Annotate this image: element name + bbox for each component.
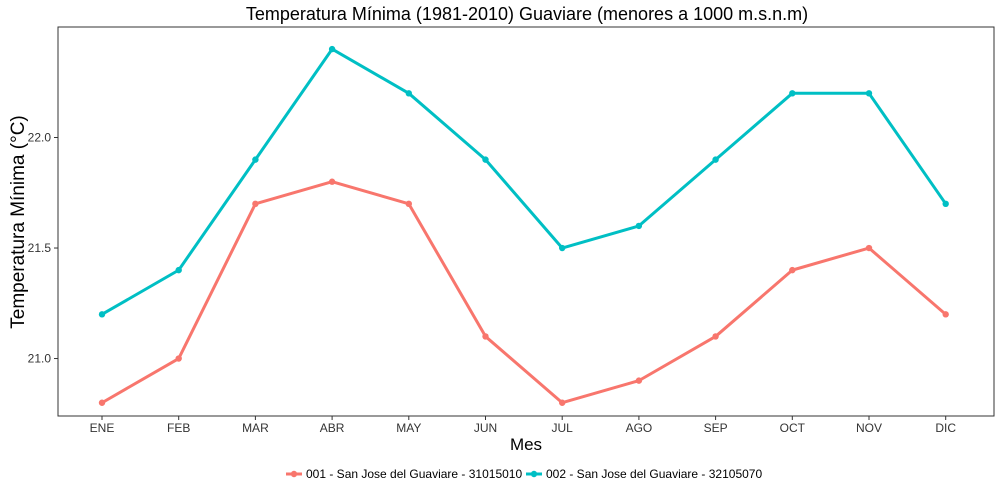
legend-label: 002 - San Jose del Guaviare - 32105070 [546,467,762,481]
data-point [865,244,873,252]
chart-title: Temperatura Mínima (1981-2010) Guaviare … [246,4,808,24]
data-point [482,333,489,340]
y-axis-title: Temperatura Mínima (°C) [8,115,29,328]
data-point [328,178,336,185]
data-point [405,200,412,208]
data-point [482,156,489,163]
legend-key-point [290,470,298,478]
legend-key-point [530,470,538,478]
x-tick-label: FEB [167,421,190,435]
data-point [98,399,106,406]
x-tick-label: SEP [704,421,728,435]
y-tick-label: 21.0 [28,352,52,366]
y-tick-label: 22.0 [28,131,52,145]
data-point [405,90,412,97]
y-axis: 21.0 21.5 22.0 [28,131,58,366]
data-point [559,399,566,406]
data-point [559,244,566,252]
data-point [865,90,873,97]
data-point [712,333,719,340]
data-point [98,311,106,318]
data-point [175,266,182,274]
x-tick-label: NOV [856,421,882,435]
x-tick-label: AGO [626,421,653,435]
data-point [252,156,259,163]
data-point [789,90,796,97]
data-point [328,45,336,53]
legend-label: 001 - San Jose del Guaviare - 31015010 [306,467,522,481]
series-layer [98,45,949,406]
data-point [635,222,643,230]
data-point [635,377,643,384]
x-tick-label: OCT [780,421,806,435]
x-tick-label: ABR [320,421,345,435]
x-tick-label: MAR [242,421,269,435]
x-tick-label: MAY [396,421,421,435]
legend: 001 - San Jose del Guaviare - 31015010 00… [286,467,762,481]
series-line-2 [101,47,947,316]
y-tick-label: 21.5 [28,241,52,255]
x-tick-label: DIC [935,421,956,435]
data-point [789,266,796,274]
data-point [712,156,719,163]
x-axis: ENE FEB MAR ABR MAY JUN JUL AGO SEP OCT NOV DIC [90,416,956,435]
x-tick-label: JUL [552,421,574,435]
x-axis-title: Mes [510,435,542,454]
data-point [942,311,949,318]
series-line-1 [101,180,947,405]
x-tick-label: ENE [90,421,115,435]
data-point [252,200,259,208]
data-point [175,355,182,362]
data-point [942,200,949,208]
x-tick-label: JUN [474,421,497,435]
plot-panel [57,26,995,417]
